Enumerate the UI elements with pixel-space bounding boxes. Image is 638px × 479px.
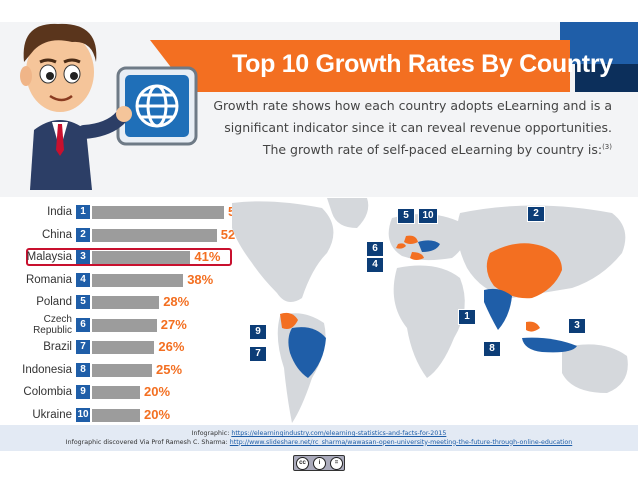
description-line-1: Growth rate shows how each country adopt… — [213, 98, 612, 113]
map-badge-10: 10 — [418, 208, 438, 224]
value-label-czech-republic: 27% — [160, 316, 187, 332]
description-line-3-text: The growth rate of self-paced eLearning … — [262, 142, 603, 157]
bar-ukraine — [92, 408, 140, 422]
source-line-1: Infographic: https://elearningindustry.c… — [0, 430, 638, 439]
indonesia-shape — [522, 337, 577, 353]
india-shape — [484, 288, 512, 330]
country-label-ukraine: Ukraine — [32, 408, 72, 421]
romania-shape — [410, 252, 424, 260]
colombia-shape — [280, 312, 298, 329]
country-label-colombia: Colombia — [23, 386, 72, 398]
country-label-indonesia: Indonesia — [22, 363, 72, 376]
source-link-1[interactable]: https://elearningindustry.com/elearning-… — [231, 430, 447, 437]
rank-box-colombia: 9 — [76, 385, 90, 399]
australia-shape — [562, 344, 628, 393]
malaysia-shape — [526, 321, 540, 332]
map-badge-6: 6 — [366, 241, 384, 257]
bar-colombia — [92, 386, 140, 399]
blue-stripe-decoration — [560, 22, 638, 64]
bar-romania — [92, 273, 184, 287]
rank-box-malaysia: 3 — [76, 250, 90, 264]
source-line-2: Infographic discovered Via Prof Ramesh C… — [0, 439, 638, 448]
creative-commons-by-nd-icon: cc i = — [293, 455, 345, 471]
country-label-india: India — [47, 206, 72, 218]
source-line-2-prefix: Infographic discovered Via Prof Ramesh C… — [65, 438, 230, 446]
africa-shape — [393, 265, 465, 378]
bar-india — [92, 206, 224, 219]
country-label-poland: Poland — [36, 296, 72, 308]
cc-icon: cc — [296, 457, 309, 470]
north-america-shape — [232, 201, 334, 302]
bar-czech-republic — [92, 318, 157, 332]
by-icon: i — [313, 457, 326, 470]
bar-brazil — [92, 341, 155, 354]
rank-box-china: 2 — [76, 227, 90, 242]
map-badge-1: 1 — [458, 309, 476, 325]
rank-box-indonesia: 8 — [76, 362, 90, 377]
map-badge-7: 7 — [249, 346, 267, 362]
brazil-shape — [288, 327, 326, 378]
bar-china — [92, 228, 217, 242]
rank-box-ukraine: 10 — [76, 407, 90, 422]
rank-box-india: 1 — [76, 205, 90, 219]
value-label-indonesia: 25% — [156, 361, 183, 377]
china-shape — [486, 243, 562, 299]
source-link-2[interactable]: http://www.slideshare.net/rc_sharma/wawa… — [229, 438, 573, 446]
infographic-title: Top 10 Growth Rates By Country — [232, 50, 613, 78]
map-badge-8: 8 — [483, 341, 501, 357]
bar-poland — [92, 296, 160, 309]
value-label-brazil: 26% — [158, 339, 185, 354]
source-footer: Infographic: https://elearningindustry.c… — [0, 425, 638, 451]
map-badge-4: 4 — [366, 257, 384, 273]
bar-indonesia — [92, 363, 152, 377]
footnote-mark: (3) — [602, 142, 612, 151]
rank-box-brazil: 7 — [76, 340, 90, 354]
value-label-poland: 28% — [163, 294, 190, 309]
europe-shape — [388, 214, 466, 261]
world-map — [232, 198, 628, 423]
country-label-czech-republic: Czech Republic — [33, 313, 72, 336]
navy-stripe-decoration — [575, 64, 638, 92]
map-badge-2: 2 — [527, 206, 545, 222]
value-label-romania: 38% — [187, 271, 214, 287]
ukraine-shape — [418, 240, 440, 252]
map-badge-3: 3 — [568, 318, 586, 334]
rank-box-romania: 4 — [76, 272, 90, 287]
title-banner — [150, 40, 570, 92]
value-label-ukraine: 20% — [144, 406, 171, 422]
value-label-colombia: 20% — [144, 384, 171, 399]
country-label-romania: Romania — [25, 273, 72, 286]
rank-box-poland: 5 — [76, 295, 90, 309]
country-label-malaysia: Malaysia — [26, 251, 72, 263]
bar-malaysia — [92, 251, 191, 264]
czech-republic-shape — [396, 243, 406, 249]
greenland-shape — [327, 198, 369, 228]
description-line-2: significant indicator since it can revea… — [224, 120, 612, 135]
growth-rate-bar-chart: India155%China252%Malaysia341%Romania438… — [0, 198, 300, 428]
poland-shape — [404, 235, 418, 244]
country-label-china: China — [41, 228, 72, 241]
country-label-brazil: Brazil — [43, 341, 72, 353]
globe-icon — [135, 84, 179, 128]
source-line-1-prefix: Infographic: — [191, 430, 232, 437]
value-label-malaysia: 41% — [194, 249, 221, 264]
map-badge-5: 5 — [397, 208, 415, 224]
rank-box-czech-republic: 6 — [76, 317, 90, 332]
cartoon-businessman-illustration — [20, 23, 198, 190]
description-line-3: The growth rate of self-paced eLearning … — [263, 142, 612, 157]
nd-icon: = — [330, 457, 343, 470]
malaysia-highlight-box — [26, 248, 232, 266]
map-badge-9: 9 — [249, 324, 267, 340]
